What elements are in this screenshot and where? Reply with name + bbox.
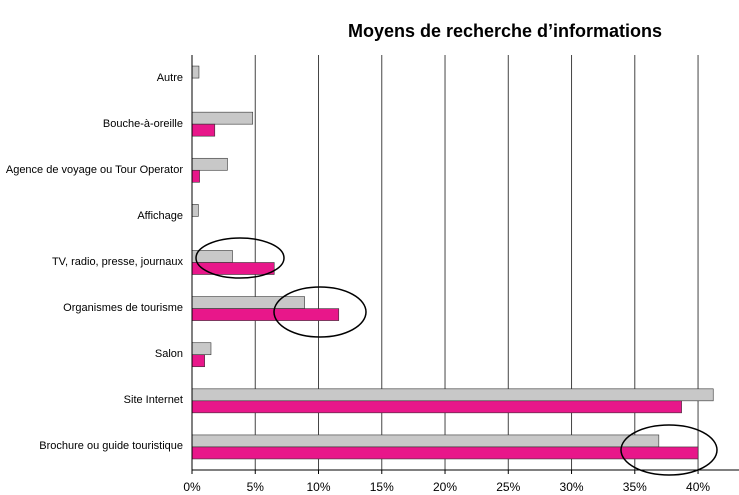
chart-title: Moyens de recherche d’informations: [348, 21, 662, 41]
bar: [191, 296, 305, 309]
bar: [191, 354, 205, 368]
bar: [191, 308, 340, 321]
x-tick-label: 30%: [560, 480, 584, 494]
highlight-ellipse: [273, 286, 367, 338]
bar: [191, 400, 682, 414]
y-tick-label-box: Autre: [3, 58, 183, 98]
y-tick-label: Salon: [154, 348, 183, 361]
bar: [191, 342, 212, 356]
y-tick-label-box: Bouche-à-oreille: [3, 104, 183, 144]
bar: [191, 65, 200, 79]
x-tick-label: 15%: [370, 480, 394, 494]
y-tick-label: TV, radio, presse, journaux: [51, 256, 183, 268]
y-tick-label-box: Organismes de tourisme: [3, 289, 183, 329]
y-tick-label: Affichage: [137, 209, 183, 222]
y-tick-label: Bouche-à-oreille: [102, 117, 183, 130]
y-tick-label: Brochure ou guide touristique: [39, 440, 183, 453]
x-tick-label: 20%: [433, 480, 457, 494]
bar: [191, 204, 199, 217]
bar: [191, 388, 714, 402]
bar: [191, 123, 216, 137]
bar: [191, 169, 200, 183]
highlight-ellipse: [620, 424, 718, 476]
y-tick-label-box: Salon: [3, 335, 183, 375]
y-tick-label-box: Brochure ou guide touristique: [3, 427, 183, 467]
y-tick-label-box: Agence de voyage ou Tour Operator: [3, 150, 183, 190]
x-tick-label: 5%: [247, 480, 265, 494]
bar: [191, 157, 228, 171]
highlight-ellipse: [195, 237, 285, 279]
y-tick-label: Agence de voyage ou Tour Operator: [5, 163, 183, 176]
bar: [191, 262, 275, 275]
y-tick-label: Organismes de tourisme: [63, 302, 183, 315]
y-tick-label-box: TV, radio, presse, journaux: [3, 243, 183, 283]
bar: [191, 111, 254, 125]
y-tick-label-box: Affichage: [3, 196, 183, 236]
x-tick-label: 40%: [686, 480, 710, 494]
x-tick-label: 0%: [183, 480, 201, 494]
x-tick-label: 10%: [306, 480, 330, 494]
bar: [191, 434, 660, 448]
x-tick-label: 25%: [496, 480, 520, 494]
y-tick-label: Site Internet: [123, 394, 183, 407]
y-tick-label: Autre: [156, 71, 183, 84]
x-tick-label: 35%: [623, 480, 647, 494]
y-tick-label-box: Site Internet: [3, 381, 183, 421]
